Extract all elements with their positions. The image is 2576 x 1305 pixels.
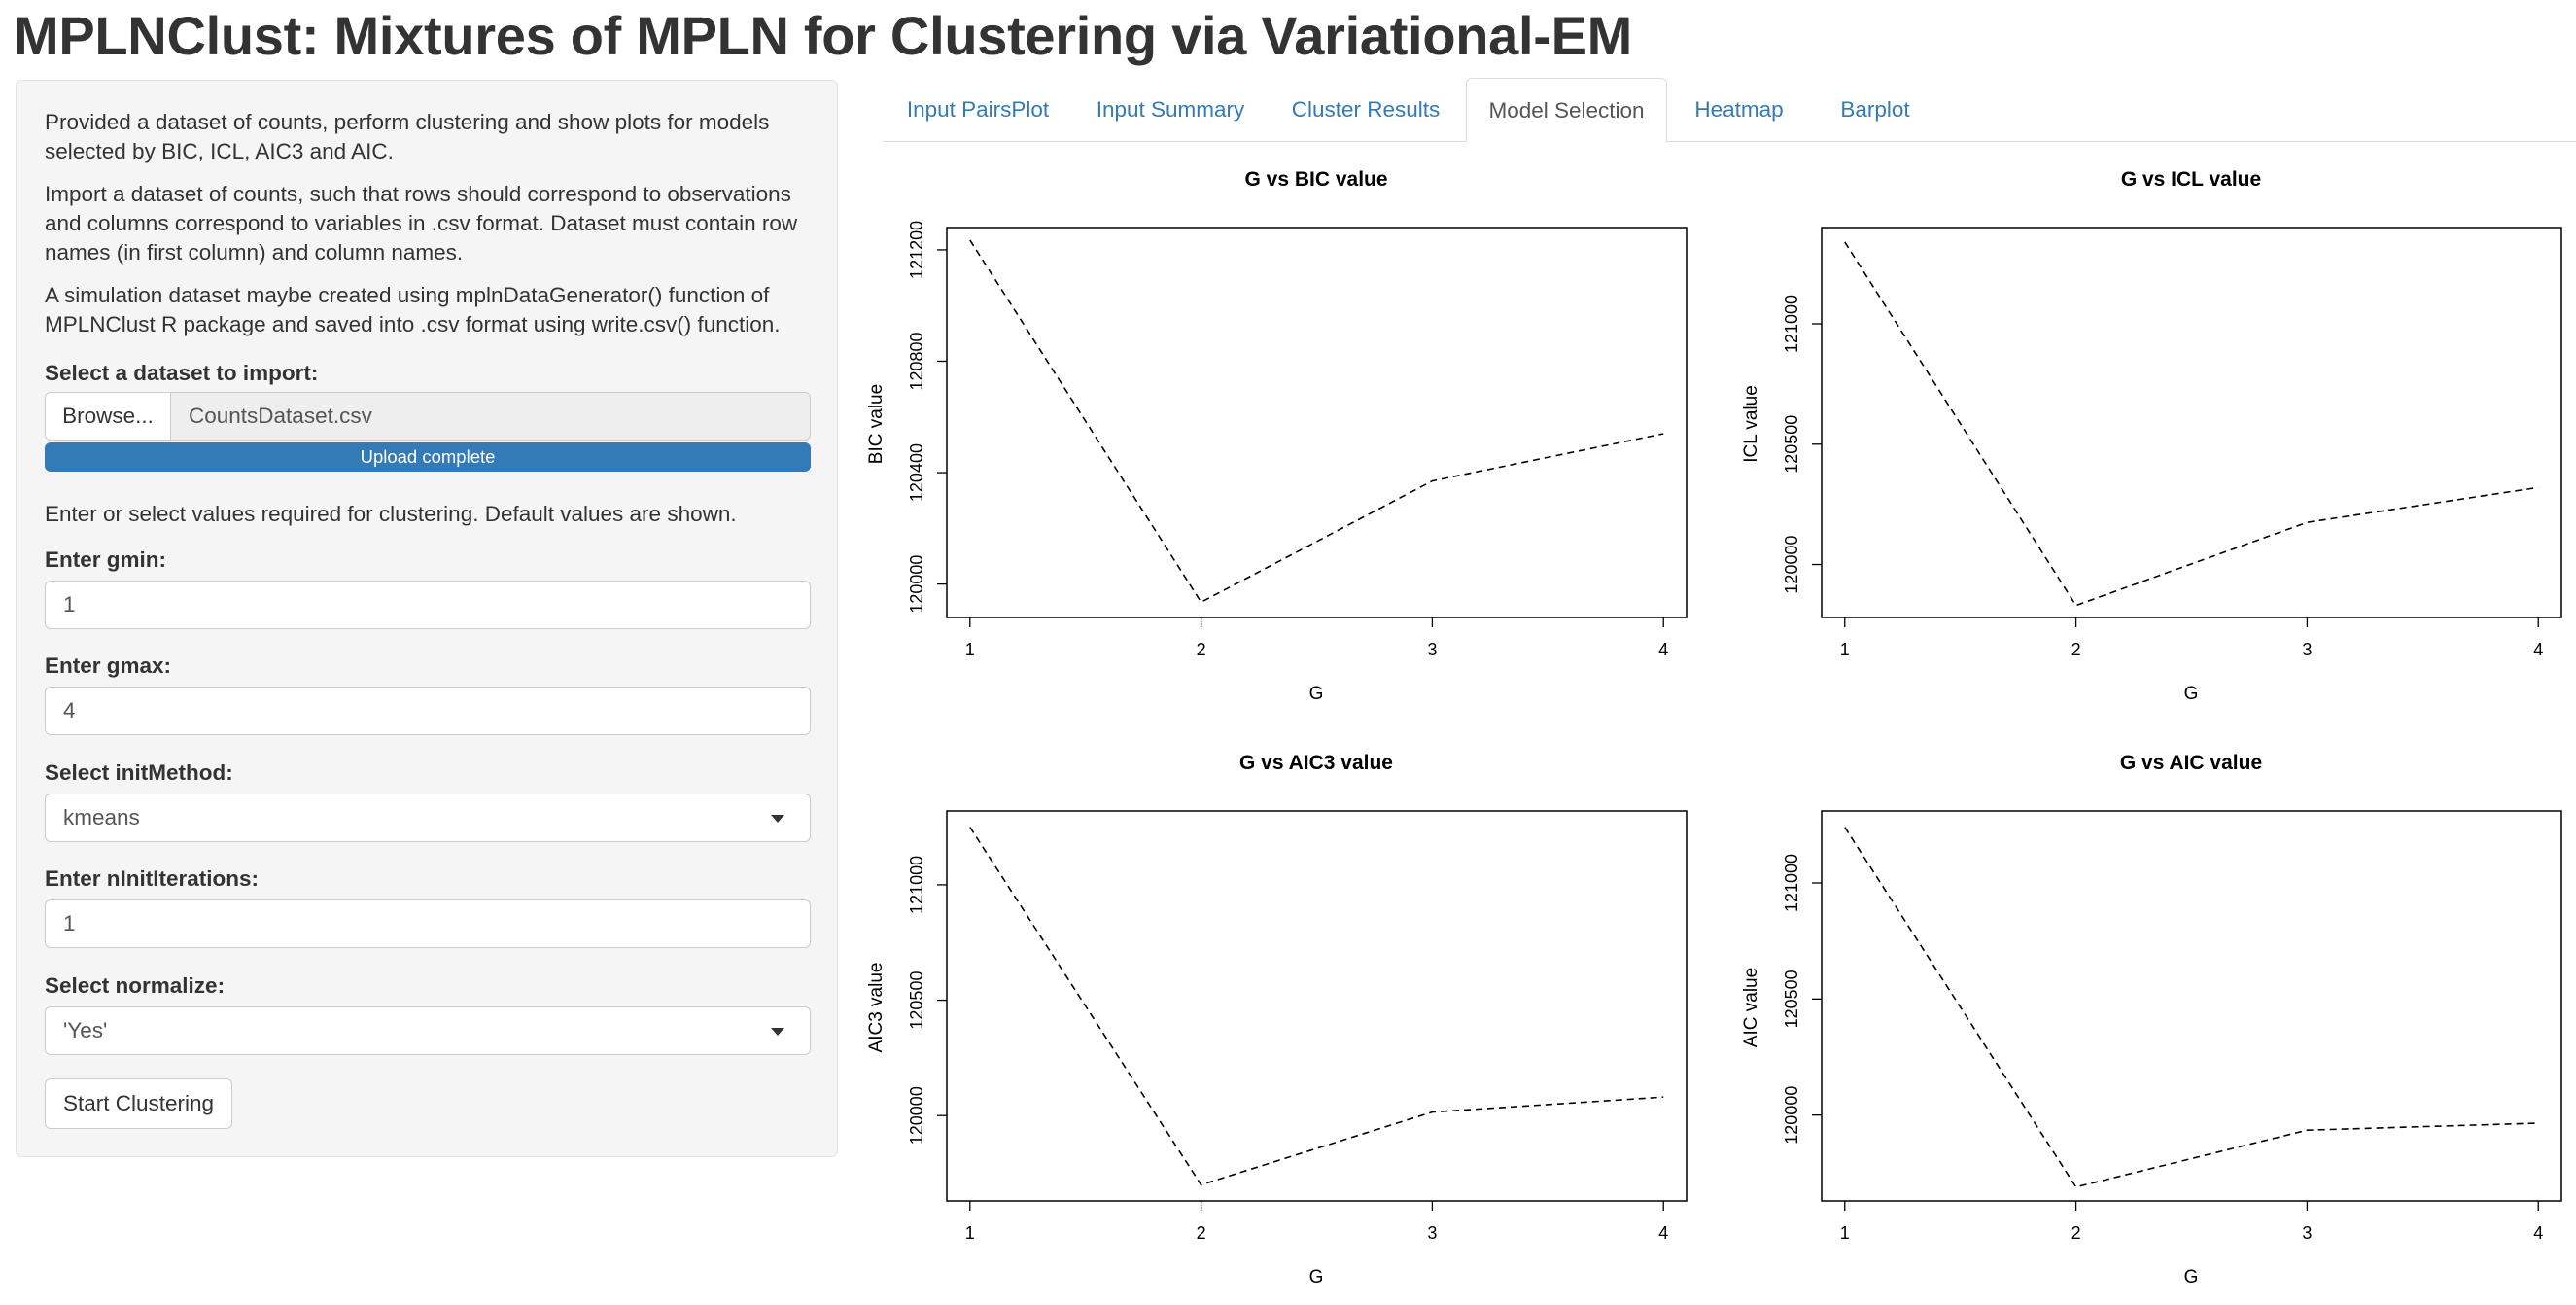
normalize-label: Select normalize: (45, 973, 226, 998)
caret-down-icon (771, 815, 784, 823)
init-method-label: Select initMethod: (45, 760, 233, 785)
tab-model-selection[interactable]: Model Selection (1466, 78, 1667, 143)
gmax-label: Enter gmax: (45, 653, 172, 678)
tab-input-summary[interactable]: Input Summary (1096, 97, 1245, 122)
x-axis-label: G (1309, 1267, 1324, 1287)
sidebar-panel: Provided a dataset of counts, perform cl… (16, 80, 838, 1157)
y-tick-label: 120000 (907, 1086, 926, 1145)
y-tick-label: 120000 (907, 555, 926, 614)
file-input-label: Select a dataset to import: (45, 361, 319, 385)
y-tick-label: 120000 (1782, 1086, 1801, 1145)
x-tick-label: 2 (2071, 1223, 2081, 1243)
gmin-input[interactable]: 1 (45, 581, 811, 629)
plot-axes: 1 2 3 4 120000 120500 121000 (1782, 810, 2562, 1243)
x-tick-label: 3 (1427, 640, 1437, 659)
normalize-select[interactable]: 'Yes' (45, 1006, 811, 1055)
y-tick-label: 120500 (1782, 415, 1801, 474)
plot-title: G vs BIC value (1244, 168, 1387, 191)
gmax-input[interactable]: 4 (45, 687, 811, 735)
x-tick-label: 2 (1197, 1223, 1206, 1243)
aic-plot: G vs AIC value G AIC value 1 2 3 4 120000 120… (1741, 752, 2562, 1287)
plot-title: G vs ICL value (2121, 168, 2261, 191)
x-axis-label: G (2184, 1267, 2199, 1287)
normalize-value: 'Yes' (63, 1018, 108, 1042)
plot-axes: 1 2 3 4 120000 120500 121000 (907, 810, 1688, 1243)
plot-frame (1821, 810, 2562, 1202)
x-tick-label: 2 (2071, 640, 2081, 659)
y-tick-label: 120500 (1782, 970, 1801, 1028)
tab-cluster-results[interactable]: Cluster Results (1291, 97, 1441, 122)
tab-barplot[interactable]: Barplot (1840, 97, 1910, 122)
aic3-plot: G vs AIC3 value G AIC3 value 1 2 3 41200001… (866, 752, 1688, 1287)
y-axis-label: BIC value (866, 384, 887, 464)
init-method-value: kmeans (63, 805, 140, 829)
x-tick-label: 3 (2302, 640, 2312, 659)
y-tick-label: 120800 (907, 332, 926, 390)
y-axis-label: AIC3 value (866, 963, 887, 1053)
y-axis-label: AIC value (1741, 968, 1761, 1047)
file-name-field[interactable]: CountsDataset.csv (171, 392, 811, 441)
start-clustering-button[interactable]: Start Clustering (45, 1078, 232, 1129)
x-tick-label: 3 (2302, 1223, 2312, 1243)
y-tick-label: 121000 (1782, 854, 1801, 912)
series-line (1844, 241, 2539, 607)
tab-heatmap[interactable]: Heatmap (1694, 97, 1784, 122)
upload-status-text: Upload complete (360, 446, 496, 467)
upload-progress-bar: Upload complete (45, 442, 811, 472)
y-tick-label: 121200 (907, 221, 926, 279)
y-tick-label: 120500 (907, 971, 926, 1030)
y-tick-label: 121000 (1782, 295, 1801, 353)
x-tick-label: 1 (1840, 1223, 1850, 1243)
gmin-label: Enter gmin: (45, 547, 167, 572)
x-axis-label: G (2184, 684, 2199, 704)
plot-axes: 1 2 3 4 120000 120500 121000 (1782, 227, 2562, 659)
x-tick-label: 4 (1658, 640, 1668, 659)
y-tick-label: 120000 (1782, 536, 1801, 594)
x-tick-label: 2 (1197, 640, 1206, 659)
plot-title: G vs AIC value (2120, 752, 2262, 774)
x-axis-label: G (1309, 684, 1324, 704)
plot-frame (946, 810, 1688, 1202)
plot-frame (1821, 227, 2562, 618)
x-tick-label: 1 (965, 1223, 975, 1243)
y-tick-label: 121000 (907, 856, 926, 914)
plot-title: G vs AIC3 value (1239, 752, 1393, 774)
defaults-note: Enter or select values required for clus… (45, 502, 737, 526)
caret-down-icon (771, 1028, 784, 1036)
ninit-iterations-input[interactable]: 1 (45, 899, 811, 948)
icl-plot: G vs ICL value G ICL value 1 2 3 4 120000 120… (1741, 168, 2562, 704)
intro-text-3: A simulation dataset maybe created using… (45, 283, 781, 336)
intro-text-2: Import a dataset of counts, such that ro… (45, 182, 798, 265)
app-title: MPLNClust: Mixtures of MPLN for Clusteri… (14, 5, 1632, 66)
tab-input-pairsplot[interactable]: Input PairsPlot (906, 97, 1050, 122)
x-tick-label: 4 (2533, 1223, 2543, 1243)
x-tick-label: 3 (1427, 1223, 1437, 1243)
ninit-iterations-label: Enter nInitIterations: (45, 866, 260, 891)
x-tick-label: 4 (1658, 1223, 1668, 1243)
series-line (969, 827, 1664, 1186)
x-tick-label: 1 (1840, 640, 1850, 659)
x-tick-label: 4 (2533, 640, 2543, 659)
intro-text-1: Provided a dataset of counts, perform cl… (45, 110, 770, 163)
plot-axes: 1 2 3 4 120000 120400 120800 121200 (907, 221, 1688, 659)
bic-plot: G vs BIC value G BIC value 1 2 3 4 120000 120… (866, 168, 1688, 704)
file-input: Browse... CountsDataset.csv (45, 392, 811, 441)
tab-bar: Input PairsPlot Input Summary Cluster Re… (883, 78, 2576, 143)
init-method-select[interactable]: kmeans (45, 794, 811, 842)
browse-button[interactable]: Browse... (45, 392, 171, 441)
plot-frame (946, 227, 1688, 618)
series-line (969, 239, 1664, 604)
y-axis-label: ICL value (1741, 385, 1761, 463)
y-tick-label: 120400 (907, 443, 926, 502)
series-line (1844, 827, 2539, 1188)
x-tick-label: 1 (965, 640, 975, 659)
